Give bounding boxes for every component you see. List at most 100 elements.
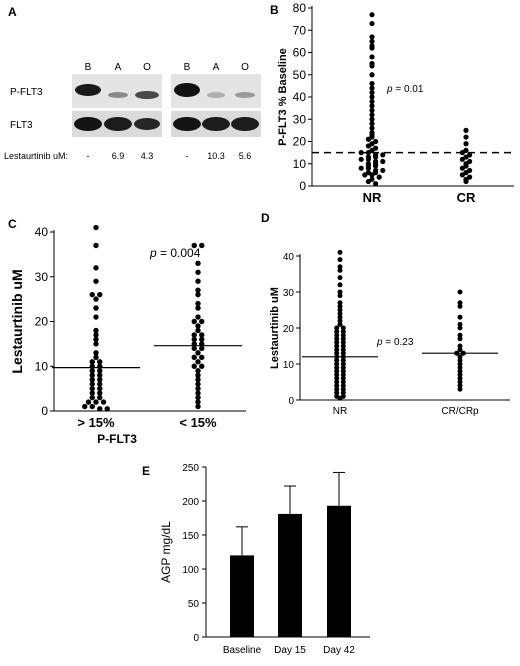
x-category-label: CR/CRp <box>441 406 479 417</box>
data-point <box>337 318 343 324</box>
data-point <box>89 394 95 401</box>
data-point <box>369 20 375 27</box>
data-point <box>195 385 201 392</box>
data-point <box>191 345 197 352</box>
data-point <box>82 403 88 410</box>
blot-images <box>72 74 261 137</box>
data-point <box>89 390 95 396</box>
y-axis-label: Lestaurtinib uM <box>269 287 281 369</box>
x-axis-label: P-FLT3 <box>97 432 137 446</box>
data-point <box>334 375 340 381</box>
data-point <box>334 386 340 392</box>
data-point <box>457 332 463 338</box>
data-point <box>369 45 375 51</box>
data-point <box>358 156 364 162</box>
y-tick-label: 40 <box>283 252 295 263</box>
data-point <box>195 368 201 374</box>
data-point <box>340 379 346 385</box>
blot-lane-label: O <box>143 62 151 73</box>
data-point <box>93 332 99 338</box>
y-axis-label: Lestaurtinib uM <box>9 269 25 373</box>
data-point <box>457 365 463 371</box>
data-point <box>459 156 465 162</box>
data-point <box>365 165 371 171</box>
data-point <box>457 289 463 295</box>
data-point <box>89 381 95 387</box>
data-point <box>459 172 465 178</box>
y-tick-label: 50 <box>188 599 200 610</box>
data-point <box>369 34 375 40</box>
data-point <box>195 314 201 320</box>
band-right-flt3-o <box>231 117 259 131</box>
band-right-flt3-a <box>202 117 230 131</box>
data-point <box>97 385 103 392</box>
y-axis-label: AGP mg/dL <box>159 521 173 583</box>
y-tick-label: 20 <box>293 135 307 149</box>
x-category-label: CR <box>457 190 476 205</box>
data-point <box>340 383 346 389</box>
data-point <box>369 121 375 127</box>
data-point <box>334 390 340 396</box>
data-point <box>457 357 463 363</box>
data-point <box>93 278 99 284</box>
data-point <box>199 363 205 369</box>
data-point <box>369 125 375 131</box>
data-point <box>195 376 201 383</box>
data-point <box>369 81 375 87</box>
y-tick-label: 10 <box>35 359 49 373</box>
x-category-label: Day 42 <box>323 645 355 656</box>
panel-d-chart: 0 10 20 30 40 Lestaurtinib uM NR CR/CRp p = 0.23 <box>269 249 510 417</box>
data-point <box>337 300 343 306</box>
band-right-pflt3-b <box>174 83 200 97</box>
data-point <box>89 359 95 365</box>
y-tick-label: 250 <box>182 463 199 474</box>
data-point <box>100 399 107 405</box>
data-point <box>369 112 375 118</box>
data-point <box>195 291 201 298</box>
data-point <box>199 354 205 360</box>
data-point <box>195 305 201 311</box>
band-right-flt3-b <box>173 117 201 131</box>
blot-lane-label: O <box>241 62 249 73</box>
data-point <box>195 381 201 387</box>
data-point <box>457 300 463 306</box>
data-point <box>89 403 95 410</box>
data-point <box>340 350 346 356</box>
data-point <box>97 376 103 383</box>
y-tick-label: 150 <box>182 531 199 542</box>
data-point <box>93 327 99 334</box>
data-point <box>365 143 371 149</box>
data-point <box>199 318 205 325</box>
data-point <box>97 394 103 401</box>
data-point <box>369 85 375 91</box>
data-point <box>337 311 343 317</box>
data-point <box>463 178 469 185</box>
panel-e-chart: 0 50 100 150 200 250 AGP mg/dL Baseline Day 15 Da… <box>159 463 370 656</box>
data-point <box>369 116 375 122</box>
data-point <box>191 363 197 369</box>
blot-conc-value: 6.9 <box>112 151 125 161</box>
p-value-annotation: p = 0.23 <box>376 337 414 348</box>
x-category-label: > 15% <box>77 415 115 430</box>
data-point <box>334 368 340 374</box>
data-point <box>365 178 371 185</box>
blot-lane-label: B <box>184 62 191 73</box>
data-point <box>334 365 340 371</box>
y-tick-label: 0 <box>41 404 48 418</box>
data-point <box>104 406 110 412</box>
data-point <box>373 154 379 160</box>
data-point <box>369 103 375 109</box>
data-point <box>334 332 340 338</box>
band-left-flt3-o <box>134 118 160 130</box>
data-point <box>199 242 205 249</box>
data-point <box>334 343 340 349</box>
data-point <box>93 265 99 271</box>
data-point <box>89 368 95 374</box>
data-point <box>457 383 463 389</box>
data-point <box>369 63 375 69</box>
data-point <box>93 350 99 356</box>
blot-row-label-pflt3: P-FLT3 <box>10 87 43 98</box>
data-point <box>340 332 346 338</box>
